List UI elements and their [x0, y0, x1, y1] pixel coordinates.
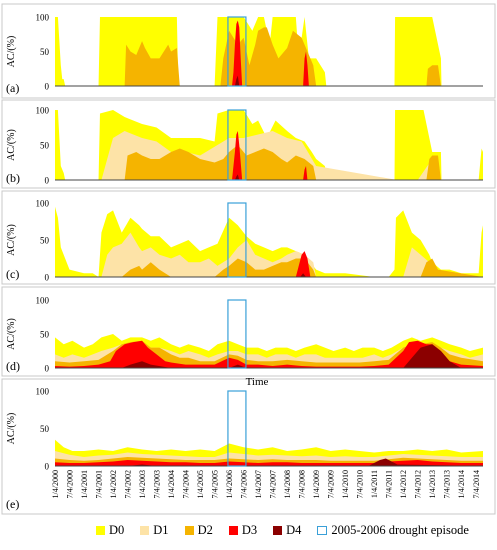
x-tick-label: 1/4/2009	[312, 470, 321, 498]
panel-4: 0 50 100 AC/(%) (d)	[1, 286, 496, 377]
legend-item-d4: D4	[273, 523, 301, 538]
legend-swatch-episode	[317, 525, 328, 535]
legend-label-d1: D1	[153, 522, 169, 537]
legend-item-d3: D3	[228, 522, 258, 538]
x-tick-label: 1/4/2002	[109, 470, 118, 498]
y-axis-label: AC/(%)	[6, 36, 17, 68]
legend-item-d2: D2	[184, 522, 213, 538]
y-tick-label: 50	[40, 141, 50, 151]
x-tick-label: 1/4/2001	[80, 470, 89, 498]
panel-2: 0 50 100 AC/(%) (b)	[1, 99, 496, 189]
drought-episode-box	[227, 16, 247, 87]
x-tick-label: 1/4/2006	[225, 470, 234, 498]
y-tick-label: 50	[40, 47, 50, 57]
area-d4	[55, 344, 483, 368]
legend-item-d0: D0	[96, 523, 124, 538]
y-axis-label: AC/(%)	[6, 129, 17, 161]
legend: D0 D1 D2 D3 D4 2005-2006 drought episode	[96, 519, 496, 541]
y-tick-label: 100	[36, 296, 50, 306]
legend-label-d4: D4	[286, 522, 302, 537]
legend-item-episode: 2005-2006 drought episode	[317, 522, 469, 538]
x-tick-label: 7/4/2013	[443, 470, 452, 498]
x-tick-label: 7/4/2014	[472, 470, 481, 498]
legend-swatch-d3	[228, 525, 238, 535]
x-tick-label: 1/4/2010	[341, 470, 350, 498]
x-tick-label: 7/4/2003	[153, 470, 162, 498]
x-tick-label: 7/4/2010	[356, 470, 365, 498]
area-d2	[55, 258, 483, 277]
x-tick-label: 1/4/2000	[51, 470, 60, 498]
legend-label-d3: D3	[241, 522, 258, 537]
panel-label: (b)	[6, 171, 20, 185]
x-tick-label: 1/4/2008	[283, 470, 292, 498]
x-tick-label: 7/4/2000	[66, 470, 75, 498]
legend-label-episode: 2005-2006 drought episode	[331, 522, 469, 537]
x-tick-label: 1/4/2004	[167, 470, 176, 498]
y-tick-label: 50	[40, 236, 50, 246]
area-d4	[55, 458, 483, 466]
x-tick-label: 7/4/2002	[124, 470, 133, 498]
x-tick-label: 7/4/2012	[414, 470, 423, 498]
legend-swatch-d0	[96, 525, 105, 535]
y-tick-label: 100	[36, 199, 50, 209]
area-d2	[55, 145, 483, 180]
drought-episode-box	[227, 299, 247, 369]
x-tick-label: 1/4/2014	[457, 470, 466, 498]
x-tick-label: 7/4/2005	[211, 470, 220, 498]
panel-label: (e)	[6, 497, 19, 511]
x-tick-label: 1/4/2011	[370, 470, 379, 498]
panel-frame	[1, 3, 496, 99]
y-tick-label: 0	[45, 82, 50, 92]
panel-3: 0 50 100 AC/(%) (c)	[1, 190, 496, 285]
x-tick-label: 7/4/2008	[298, 470, 307, 498]
x-tick-label: 7/4/2007	[269, 470, 278, 498]
drought-episode-box	[227, 202, 247, 278]
y-tick-label: 0	[45, 273, 50, 283]
y-tick-label: 100	[36, 13, 50, 23]
legend-label-d2: D2	[197, 522, 213, 537]
panel-label: (c)	[6, 267, 19, 281]
legend-swatch-d4	[273, 525, 283, 535]
legend-swatch-d2	[184, 525, 194, 535]
panel-frame	[1, 99, 496, 189]
area-d3	[55, 340, 483, 368]
panel-frame	[1, 190, 496, 285]
y-axis-label: AC/(%)	[6, 318, 17, 350]
x-tick-label: 1/4/2007	[254, 470, 263, 498]
area-d1	[55, 232, 483, 277]
x-tick-label: 7/4/2001	[95, 470, 104, 498]
panel-frame	[1, 286, 496, 377]
x-tick-label: 1/4/2005	[196, 470, 205, 498]
panel-1: 0 50 100 AC/(%) (a)	[1, 3, 496, 99]
y-tick-label: 50	[40, 330, 50, 340]
x-tick-label: 1/4/2003	[138, 470, 147, 498]
panel-label: (d)	[6, 359, 20, 373]
x-axis-label: Time	[246, 376, 269, 388]
y-tick-label: 0	[45, 462, 50, 472]
drought-episode-box	[227, 390, 247, 467]
legend-label-d0: D0	[109, 522, 125, 537]
drought-episode-box	[227, 109, 247, 181]
panel-frame	[1, 378, 496, 515]
y-axis-label: AC/(%)	[6, 413, 17, 445]
legend-swatch-d1	[140, 525, 150, 535]
x-tick-label: 7/4/2006	[240, 470, 249, 498]
x-tick-label: 7/4/2011	[385, 470, 394, 498]
x-tick-label: 7/4/2004	[182, 470, 191, 498]
x-tick-label: 7/4/2009	[327, 470, 336, 498]
legend-item-d1: D1	[140, 522, 169, 538]
y-axis-label: AC/(%)	[6, 224, 17, 256]
x-tick-label: 1/4/2013	[428, 470, 437, 498]
y-tick-label: 50	[40, 424, 50, 434]
x-tick-label: 1/4/2012	[399, 470, 408, 498]
y-tick-label: 0	[45, 176, 50, 186]
y-tick-label: 100	[36, 106, 50, 116]
area-d2	[55, 27, 483, 87]
y-tick-label: 100	[36, 387, 50, 397]
y-tick-label: 0	[45, 364, 50, 374]
panel-5: 0 50 100 AC/(%) (e)	[1, 378, 496, 515]
panel-label: (a)	[6, 81, 19, 95]
